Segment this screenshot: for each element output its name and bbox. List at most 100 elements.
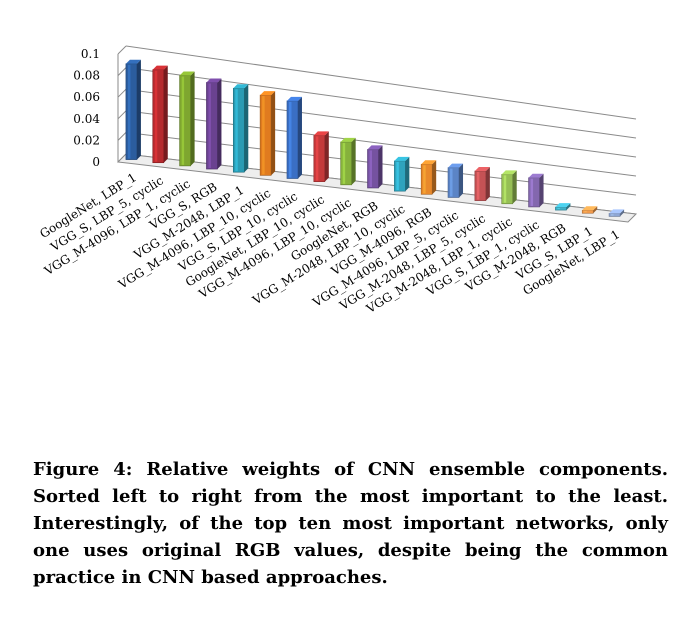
y-tick-label: 0.02 <box>73 133 100 147</box>
bar-highlight <box>262 96 265 175</box>
bar-highlight <box>208 83 211 169</box>
bar-front <box>501 174 514 205</box>
bar-top <box>179 71 195 76</box>
bar-highlight <box>315 136 319 181</box>
bar-front <box>367 149 379 189</box>
bar-highlight <box>476 171 480 200</box>
gridline-side <box>117 132 127 141</box>
bars <box>125 59 625 217</box>
bar <box>179 71 195 167</box>
bar-top <box>286 96 302 101</box>
bar-side <box>217 78 222 170</box>
bar-side <box>405 156 410 192</box>
bar-side <box>271 91 276 176</box>
bar-highlight <box>503 175 507 203</box>
y-tick-label: 0.04 <box>73 112 100 126</box>
bar-top <box>501 170 517 175</box>
bar-front <box>581 209 594 214</box>
bar-side <box>190 71 195 166</box>
bar-top <box>125 59 141 64</box>
bar-side <box>485 166 490 201</box>
bar-highlight <box>154 70 158 162</box>
figure-caption: Figure 4: Relative weights of CNN ensemb… <box>33 459 668 588</box>
bar-top <box>528 173 544 178</box>
y-tick-label: 0.08 <box>73 69 100 83</box>
bar-highlight <box>342 142 346 184</box>
bar <box>206 78 222 170</box>
bar <box>447 163 464 198</box>
bar-side <box>324 131 329 182</box>
bar-highlight <box>611 214 614 216</box>
bar-top <box>367 145 383 150</box>
y-tick-label: 0.06 <box>73 90 100 104</box>
bar-highlight <box>181 76 185 165</box>
bar-side <box>136 59 141 160</box>
bar-top <box>340 137 356 142</box>
bar-side <box>539 173 544 207</box>
bar-top <box>474 166 490 171</box>
bar-chart: 00.020.040.060.080.1 GoogleNet, LBP_1VGG… <box>37 45 638 316</box>
bar-front <box>313 135 326 182</box>
bar-side <box>378 145 383 188</box>
bar-highlight <box>127 64 131 159</box>
bar-side <box>163 65 168 163</box>
bar-front <box>286 100 299 179</box>
y-tick-label: 0 <box>92 155 100 169</box>
bar-highlight <box>369 150 372 187</box>
bar-front <box>152 69 165 164</box>
bar-top <box>394 156 410 161</box>
bar-front <box>394 160 406 192</box>
bar-front <box>474 170 487 201</box>
bar-side <box>459 163 464 198</box>
bar <box>367 145 383 189</box>
bar <box>152 65 168 164</box>
bar <box>125 59 141 160</box>
bar-highlight <box>450 168 453 197</box>
bar <box>286 96 302 179</box>
bar <box>555 203 571 211</box>
bar <box>232 84 249 173</box>
bar-front <box>340 141 352 186</box>
bar-top <box>260 91 276 96</box>
bar-highlight <box>396 161 399 191</box>
y-axis-ticks: 0 0.02 0.04 0.06 0.08 0.1 <box>73 47 100 169</box>
bar-top <box>233 84 249 89</box>
bar-highlight <box>288 101 292 178</box>
bar-highlight <box>423 165 426 194</box>
bar-side <box>512 170 517 204</box>
bar-side <box>620 209 625 217</box>
bar-front <box>608 213 621 217</box>
bar <box>259 91 276 176</box>
bar-front <box>232 87 245 173</box>
bar-front <box>528 177 540 208</box>
bar <box>340 137 356 186</box>
bar <box>394 156 410 192</box>
bar-top <box>206 78 222 83</box>
bar-front <box>179 75 191 167</box>
bar-highlight <box>530 178 534 206</box>
bar-front <box>447 167 460 198</box>
bar-side <box>593 206 598 214</box>
gridline-side <box>117 45 127 55</box>
bar-top <box>609 209 625 214</box>
y-tick-label: 0.1 <box>81 47 100 61</box>
bar <box>581 206 598 214</box>
gridline-side <box>117 88 127 98</box>
bar <box>528 173 544 208</box>
bar-side <box>351 137 356 185</box>
bar-top <box>582 206 598 211</box>
bar-side <box>566 203 571 211</box>
bar <box>474 166 490 201</box>
bar-top <box>555 203 571 208</box>
bar-front <box>555 206 567 211</box>
gridline-side <box>117 110 127 120</box>
bar-front <box>125 63 138 160</box>
bar-top <box>421 160 437 165</box>
bar <box>420 160 437 195</box>
bar-side <box>244 84 249 173</box>
bar <box>313 131 329 182</box>
gridline-side <box>117 67 127 76</box>
bar-highlight <box>557 208 560 210</box>
gridline <box>125 45 637 120</box>
bar-side <box>432 160 437 195</box>
